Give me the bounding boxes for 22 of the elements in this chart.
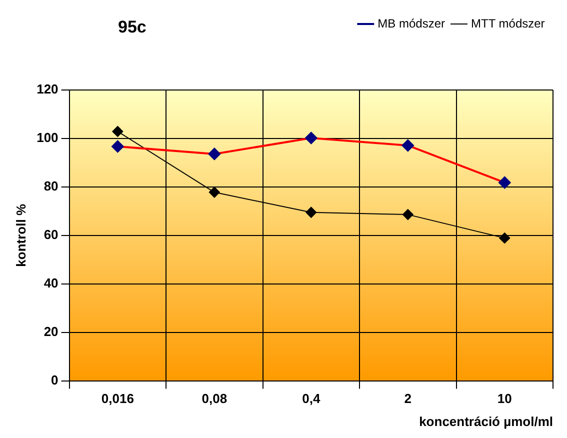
legend-label: MTT módszer: [470, 16, 545, 30]
y-axis-title: kontroll %: [13, 204, 28, 267]
x-tick-label: 0,016: [101, 391, 134, 406]
y-tick-label: 20: [44, 324, 58, 339]
legend-label: MB módszer: [378, 16, 446, 30]
x-tick-label: 10: [497, 391, 512, 406]
point: [306, 206, 317, 218]
point: [208, 186, 220, 198]
y-tick-label: 0: [51, 372, 58, 388]
x-tick-label: 0,08: [202, 391, 228, 406]
y-tick-label: 100: [36, 130, 58, 146]
point: [112, 126, 124, 137]
x-tick-label: 0,4: [302, 391, 321, 406]
y-tick-label: 60: [44, 226, 58, 242]
point: [402, 209, 414, 220]
y-tick-label: 80: [44, 178, 58, 194]
y-tick-label: 120: [36, 82, 58, 97]
x-tick-label: 2: [404, 391, 412, 406]
chart-title: 95c: [118, 18, 146, 37]
x-axis-title: koncentráció µmol/ml: [419, 414, 553, 429]
point: [499, 232, 510, 244]
y-tick-label: 40: [44, 275, 58, 290]
